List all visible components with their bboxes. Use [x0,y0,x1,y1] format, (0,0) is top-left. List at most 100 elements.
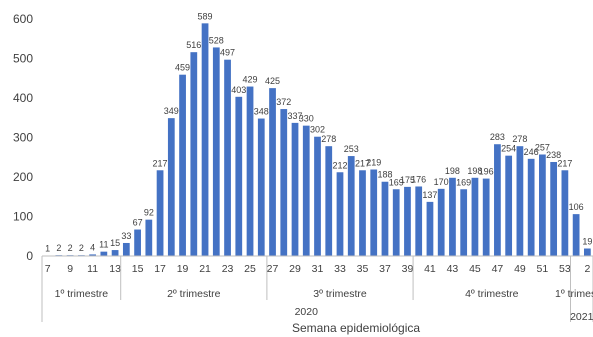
bar [482,178,490,256]
data-label: 254 [501,144,516,154]
data-label: 238 [546,150,561,160]
x-tick-label: 45 [469,263,481,275]
y-tick-label: 200 [13,170,33,184]
bar [269,88,276,257]
year-label: 2020 [295,306,319,318]
bar [471,177,479,256]
bar [325,146,333,256]
y-axis: 0 100 200 300 400 500 600 [13,12,33,263]
data-label: 528 [209,35,224,45]
bar [190,52,198,257]
bar [437,188,445,256]
year-groups: 2020 2021 [41,300,593,323]
data-label: 278 [321,134,336,144]
data-labels: 1 2 2 2 4 11 153367922173494595165895284974034… [45,11,592,253]
bar [111,250,119,256]
bar [280,109,288,256]
y-tick-label: 0 [26,249,33,263]
x-tick-label: 7 [45,263,51,275]
data-label: 2 [56,243,61,253]
y-tick-label: 300 [13,131,33,145]
bar [426,201,434,256]
quarter-label: 1º trimestre [555,288,593,300]
bar [381,181,389,256]
bar [100,251,108,256]
x-tick-label: 41 [424,263,436,275]
data-label: 219 [366,158,381,168]
bar [224,59,231,256]
bar [235,96,243,256]
bar [201,23,209,257]
x-tick-label: 43 [447,263,459,275]
x-tick-label: 39 [402,263,414,275]
x-tick-label: 2 [584,263,590,275]
year-label: 2021 [570,311,593,323]
data-label: 4 [90,242,95,252]
bar [145,219,153,256]
y-tick-label: 400 [13,91,33,105]
bar [89,254,96,256]
bar [347,156,355,256]
quarter-label: 4º trimestre [465,288,519,300]
data-label: 349 [164,106,179,116]
x-tick-label: 31 [312,263,324,275]
x-tick-label: 35 [357,263,369,275]
data-label: 92 [144,208,154,218]
bar [134,229,141,256]
bar [584,248,591,256]
bar [336,172,344,256]
data-label: 196 [479,167,494,177]
data-label: 198 [445,166,460,176]
bar [314,136,321,256]
bar [167,118,175,257]
bar [494,144,501,256]
x-tick-label: 25 [244,263,256,275]
data-label: 302 [310,125,325,135]
quarter-label: 2º trimestre [167,288,221,300]
x-tick-label: 17 [154,263,166,275]
data-label: 278 [512,134,527,144]
quarter-label: 3º trimestre [313,288,367,300]
data-label: 33 [121,231,131,241]
bar [370,169,378,256]
bar [122,242,130,256]
x-tick-label: 19 [177,263,189,275]
y-tick-label: 100 [13,210,33,224]
data-label: 348 [254,107,269,117]
quarter-groups: 1º trimestre 2º trimestre 3º trimestre 4º t… [41,256,593,300]
bar [212,47,220,256]
data-label: 217 [355,158,370,168]
data-label: 106 [569,202,584,212]
bar [527,158,535,256]
bar [246,86,254,256]
data-label: 337 [287,111,302,121]
x-axis-title: Semana epidemiológica [292,321,420,335]
data-label: 253 [344,144,359,154]
data-label: 212 [332,160,347,170]
bar [415,186,423,256]
x-tick-label: 33 [334,263,346,275]
data-label: 497 [220,48,235,58]
bar [572,214,580,256]
bar [392,189,400,256]
quarter-label: 1º trimestre [55,288,109,300]
bar [257,118,265,256]
data-label: 175 [400,175,415,185]
bar [404,186,411,257]
data-label: 330 [299,114,314,124]
data-label: 137 [422,190,437,200]
x-tick-label: 37 [379,263,391,275]
bar [505,155,513,256]
bar [156,170,164,256]
x-tick-label: 27 [267,263,279,275]
data-label: 15 [110,238,120,248]
y-tick-label: 600 [13,12,33,26]
x-axis: 7 9 11 13 15 17 19 21 23 25 27 29 31 33 35 37 39 41 43 45 47… [42,255,593,275]
x-tick-label: 15 [132,263,144,275]
data-label: 11 [99,240,108,250]
x-tick-label: 23 [222,263,234,275]
bars [44,23,591,257]
data-label: 67 [133,218,143,228]
data-label: 257 [535,142,550,152]
